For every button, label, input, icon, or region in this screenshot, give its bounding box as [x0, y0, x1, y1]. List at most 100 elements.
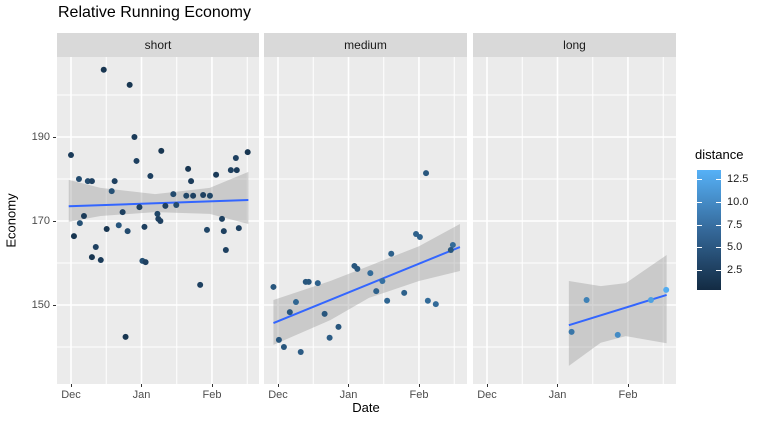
data-point	[416, 233, 423, 240]
data-point	[423, 170, 430, 177]
data-point	[233, 167, 240, 174]
trend-line-medium	[273, 246, 461, 324]
legend-tick-mark	[716, 201, 721, 203]
data-point	[286, 309, 293, 316]
legend-tick-mark	[716, 247, 721, 249]
legend-tick-mark	[716, 224, 721, 226]
data-point	[70, 233, 77, 240]
legend-tick-mark	[697, 224, 702, 226]
data-point	[326, 334, 333, 341]
data-point	[568, 328, 575, 335]
legend-tick-mark	[697, 270, 702, 272]
legend-gradient-bar	[697, 170, 721, 290]
data-point	[183, 192, 190, 199]
x-tick-mark	[487, 384, 488, 387]
legend-tick-mark	[716, 270, 721, 272]
x-tick-label: Feb	[618, 389, 638, 401]
data-point	[583, 296, 590, 303]
data-point	[173, 202, 180, 209]
data-point	[321, 310, 328, 317]
data-point	[197, 281, 204, 288]
data-point	[141, 223, 148, 230]
data-point	[384, 297, 391, 304]
data-point	[154, 210, 161, 217]
data-point	[367, 270, 374, 277]
legend-label: 7.5	[727, 218, 743, 231]
data-point	[218, 215, 225, 222]
ci-band-short	[68, 171, 249, 224]
data-point	[108, 188, 115, 195]
facet-strip-long: long	[473, 33, 676, 57]
data-point	[147, 173, 154, 180]
data-point	[292, 299, 299, 306]
data-point	[232, 155, 239, 161]
data-point	[115, 222, 122, 229]
data-point	[200, 191, 207, 198]
data-point	[220, 228, 227, 235]
x-tick-label: Jan	[132, 389, 151, 401]
data-point	[449, 241, 456, 248]
legend-tick-mark	[697, 178, 702, 180]
y-tick-mark	[53, 221, 56, 222]
y-tick-label: 150	[31, 299, 50, 311]
data-point	[235, 225, 242, 232]
x-tick-mark	[348, 384, 350, 387]
x-tick-label: Feb	[202, 389, 222, 401]
data-point	[75, 176, 82, 182]
panel-medium	[264, 57, 467, 384]
x-tick-label: Dec	[61, 389, 81, 401]
data-point	[92, 244, 99, 251]
x-tick-mark	[211, 384, 213, 387]
data-point	[136, 204, 143, 211]
data-point	[614, 331, 621, 338]
data-point	[275, 336, 282, 343]
legend-label: 10.0	[727, 195, 749, 208]
x-tick-mark	[627, 384, 629, 387]
data-point	[158, 147, 165, 154]
data-point	[126, 81, 133, 88]
panel-long	[473, 57, 676, 384]
y-tick-mark	[53, 137, 56, 138]
data-point	[76, 220, 83, 227]
data-point	[388, 250, 395, 257]
legend-tick-mark	[716, 178, 721, 180]
x-tick-label: Dec	[477, 389, 497, 401]
y-axis-label: Economy	[3, 193, 19, 248]
data-point	[270, 283, 277, 290]
x-tick-mark	[418, 384, 420, 387]
data-point	[119, 209, 126, 216]
data-point	[647, 296, 654, 303]
data-point	[88, 178, 95, 185]
data-point	[206, 192, 213, 199]
panel-short	[57, 57, 259, 384]
x-tick-mark	[557, 384, 559, 387]
x-tick-label: Jan	[548, 389, 567, 401]
data-point	[335, 323, 342, 330]
data-point	[424, 297, 431, 304]
data-point	[68, 152, 74, 159]
x-tick-label: Dec	[268, 389, 288, 401]
data-point	[100, 66, 107, 73]
facet-strip-short: short	[57, 33, 259, 57]
data-point	[227, 167, 234, 174]
data-point	[122, 333, 129, 340]
data-point	[373, 288, 380, 295]
data-point	[401, 289, 408, 296]
data-point	[314, 280, 321, 287]
data-point	[88, 254, 95, 261]
data-point	[170, 191, 177, 198]
data-point	[305, 278, 312, 285]
y-tick-label: 190	[31, 131, 50, 143]
data-point	[124, 228, 131, 235]
legend-title: distance	[695, 147, 744, 162]
x-tick-label: Jan	[339, 389, 358, 401]
data-point	[157, 218, 164, 224]
data-point	[103, 225, 110, 232]
data-point	[190, 192, 197, 199]
y-tick-label: 170	[31, 215, 50, 227]
chart-title: Relative Running Economy	[58, 4, 251, 21]
data-point	[97, 257, 104, 264]
data-point	[142, 259, 149, 266]
x-tick-mark	[278, 384, 279, 387]
